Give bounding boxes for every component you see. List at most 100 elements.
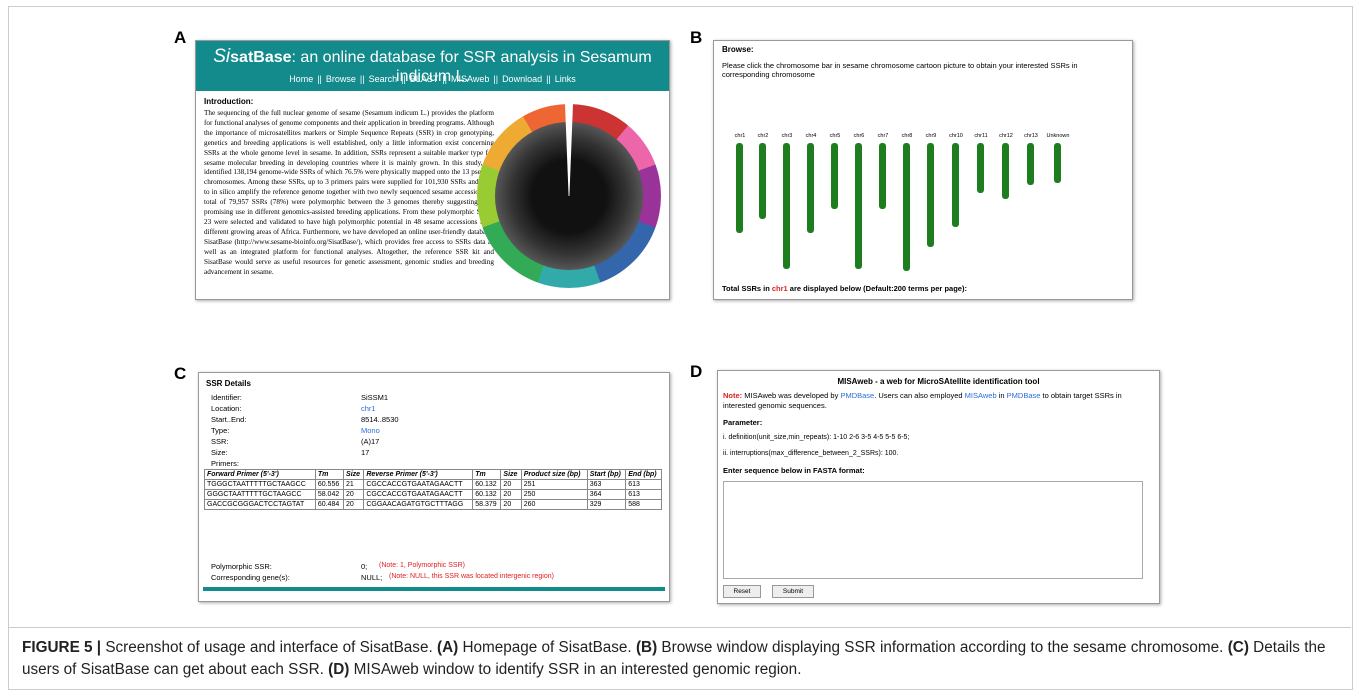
chromosome-bar[interactable] [807,143,814,233]
submit-button[interactable]: Submit [772,585,814,598]
panel-a: SisatBase: an online database for SSR an… [195,40,670,300]
chromosome-bar[interactable] [903,143,910,271]
nav-link[interactable]: Home [289,74,313,84]
detail-value[interactable]: Mono [361,426,380,435]
nav-link[interactable]: MISAweb [451,74,489,84]
chromosome-bar[interactable] [783,143,790,269]
nav-link[interactable]: Search [369,74,398,84]
chromosome-bar[interactable] [1002,143,1009,199]
chromosome-bar[interactable] [952,143,959,227]
header-cell: Product size (bp) [521,470,587,480]
table-cell: 20 [501,500,521,510]
nav-link[interactable]: Browse [326,74,356,84]
note-value: 0; [361,562,367,571]
chromosome-label: Unknown [1046,133,1070,139]
intro-heading: Introduction: [204,97,253,106]
chromosome-bar[interactable] [977,143,984,193]
detail-value: SiSSM1 [361,393,388,402]
nav-link[interactable]: BLAST [410,74,439,84]
table-cell: 250 [521,490,587,500]
table-cell: 60.132 [473,480,501,490]
table-cell: CGCCACCGTGAATAGAACTT [364,480,473,490]
table-cell: 60.484 [315,500,343,510]
link[interactable]: PMDBase [840,391,874,400]
detail-label: Location: [211,404,241,413]
chromosome-label: chr3 [775,133,799,139]
nav-separator: || [317,74,322,84]
detail-label: Size: [211,448,228,457]
parameter-heading: Parameter: [723,418,762,427]
chromosome-label: chr13 [1019,133,1043,139]
browse-instruction: Please click the chromosome bar in sesam… [722,61,1122,79]
chromosome-bar[interactable] [879,143,886,209]
circos-plot [477,104,661,288]
note-label: Corresponding gene(s): [211,573,290,582]
header-cell: Start (bp) [587,470,626,480]
note-text: in [997,391,1007,400]
reset-button[interactable]: Reset [723,585,761,598]
table-cell: CGGAACAGATGTGCTTTAGG [364,500,473,510]
detail-label: Primers: [211,459,239,468]
nav-bar: Home||Browse||Search||BLAST||MISAweb||Do… [196,74,669,84]
table-cell: 60.132 [473,490,501,500]
intro-text: The sequencing of the full nuclear genom… [204,109,494,277]
caption-bold: FIGURE 5 | [22,639,101,656]
parameter: ii. interruptions(max_difference_between… [723,450,898,457]
footer-chr: chr1 [772,284,788,293]
chromosome-bar[interactable] [1027,143,1034,185]
logo-italic: Si [213,46,230,67]
nav-link[interactable]: Download [502,74,542,84]
header-cell: Forward Primer (5'-3') [205,470,316,480]
link[interactable]: PMDBase [1007,391,1041,400]
table-cell: 329 [587,500,626,510]
chromosome-bar[interactable] [759,143,766,219]
table-cell: 588 [626,500,662,510]
table-cell: 20 [344,490,364,500]
table-cell: 60.556 [315,480,343,490]
caption-bold: (B) [636,639,657,656]
link[interactable]: MISAweb [965,391,997,400]
table-cell: 58.379 [473,500,501,510]
misa-title: MISAweb - a web for MicroSAtellite ident… [718,377,1159,386]
chromosome-bar[interactable] [736,143,743,233]
chromosome-bar[interactable] [1054,143,1061,183]
caption-text: Homepage of SisatBase. [458,639,636,656]
chromosome-bar[interactable] [927,143,934,247]
table-cell: 20 [501,480,521,490]
detail-label: Start..End: [211,415,246,424]
detail-label: SSR: [211,437,229,446]
header-cell: Tm [473,470,501,480]
chromosome-bar[interactable] [855,143,862,269]
detail-value: 17 [361,448,369,457]
caption-text: Browse window displaying SSR information… [657,639,1228,656]
detail-label: Type: [211,426,229,435]
sequence-input[interactable] [723,481,1143,579]
table-cell: 20 [344,500,364,510]
table-cell: 21 [344,480,364,490]
detail-value[interactable]: chr1 [361,404,376,413]
table-cell: 20 [501,490,521,500]
header-cell: Size [344,470,364,480]
page: A SisatBase: an online database for SSR … [0,0,1360,692]
table-header: Forward Primer (5'-3')TmSizeReverse Prim… [205,470,662,480]
detail-value: 8514..8530 [361,415,399,424]
caption-bold: (D) [328,661,349,678]
note-value: NULL; [361,573,382,582]
chromosome-bar[interactable] [831,143,838,209]
caption-text: Screenshot of usage and interface of Sis… [101,639,437,656]
primer-table: Forward Primer (5'-3')TmSizeReverse Prim… [204,469,662,510]
note-label: Note: [723,391,742,400]
enter-label: Enter sequence below in FASTA format: [723,466,865,475]
nav-separator: || [360,74,365,84]
chromosome-label: chr9 [919,133,943,139]
nav-link[interactable]: Links [555,74,576,84]
footer-band [203,587,665,591]
chromosome-label: chr1 [728,133,752,139]
panel-label: C [174,364,186,384]
header-cell: Tm [315,470,343,480]
caption-rule [9,627,1351,628]
chromosome-label: chr7 [871,133,895,139]
note-text: MISAweb was developed by [742,391,840,400]
